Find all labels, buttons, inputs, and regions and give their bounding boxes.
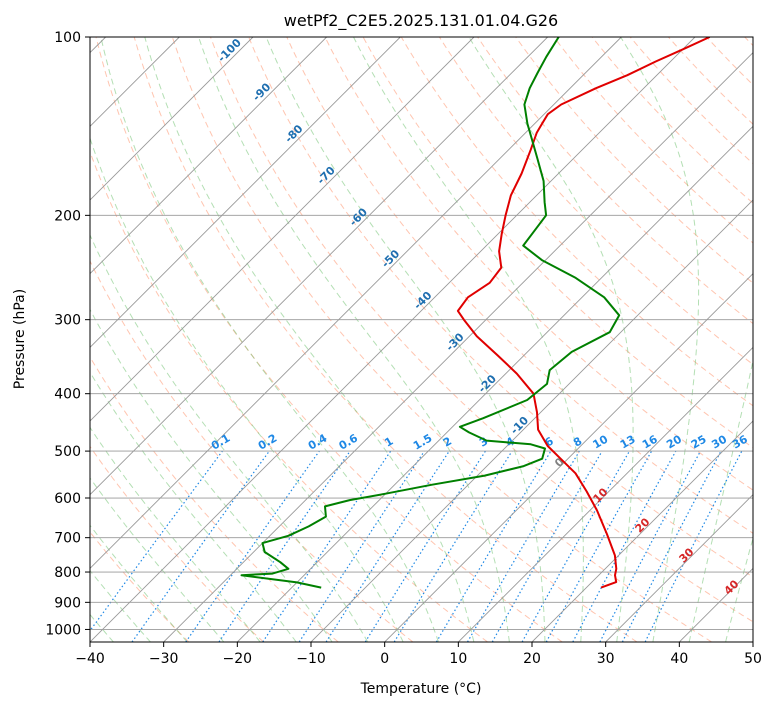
y-tick-label: 600 <box>54 491 81 507</box>
isotherm <box>90 37 327 275</box>
x-tick-label: −40 <box>75 651 105 667</box>
dry-adiabat <box>248 37 753 578</box>
moist-adiabat <box>90 136 404 642</box>
y-tick-label: 200 <box>54 208 81 224</box>
x-tick-label: 30 <box>597 651 615 667</box>
isotherm <box>90 37 475 422</box>
mixing-ratio-line <box>90 450 223 632</box>
data-layer <box>240 37 711 589</box>
moist-adiabat <box>90 569 151 642</box>
y-tick-label: 1000 <box>45 622 81 638</box>
dry-adiabat <box>171 37 712 642</box>
mixing-ratio-line <box>644 450 743 642</box>
dry-adiabat <box>210 37 753 623</box>
isotherm <box>531 420 753 642</box>
moist-adiabat <box>265 37 546 642</box>
moist-adiabat <box>762 37 775 642</box>
moist-adiabat <box>620 37 700 642</box>
y-tick-label: 500 <box>54 444 81 460</box>
moist-adiabat <box>198 37 510 642</box>
moist-adiabat <box>353 37 584 642</box>
y-tick-label: 100 <box>54 30 81 46</box>
isotherm <box>163 52 753 642</box>
mixing-ratio-line <box>545 450 653 642</box>
grid-layer <box>90 37 775 642</box>
moist-adiabat <box>90 477 225 642</box>
x-tick-label: 10 <box>449 651 467 667</box>
mixing-ratio-line <box>521 450 631 642</box>
mixing-ratio-line <box>325 450 450 642</box>
isotherm <box>752 641 753 642</box>
x-tick-label: 50 <box>744 651 762 667</box>
isotherm <box>384 273 753 642</box>
moist-adiabat <box>90 426 261 642</box>
x-tick-label: 0 <box>380 651 389 667</box>
mixing-ratio-line <box>572 450 677 642</box>
x-tick-label: 40 <box>670 651 688 667</box>
y-tick-label: 800 <box>54 565 81 581</box>
isotherm <box>90 37 254 201</box>
dry-adiabat <box>95 37 563 642</box>
temperature-profile <box>456 37 711 589</box>
x-tick-label: 20 <box>523 651 541 667</box>
dry-adiabat <box>90 356 339 642</box>
dry-adiabat <box>90 445 264 642</box>
mixing-ratio-line <box>393 450 513 642</box>
moist-adiabat <box>90 233 369 642</box>
moist-adiabat <box>100 37 439 642</box>
isotherm <box>90 37 401 348</box>
x-tick-label: −30 <box>149 651 179 667</box>
dry-adiabat <box>133 37 638 642</box>
isotherm <box>237 125 753 642</box>
moist-adiabat <box>90 524 188 642</box>
moist-adiabat <box>90 371 297 642</box>
moist-adiabat <box>144 37 475 642</box>
isotherm <box>458 346 753 642</box>
x-axis-title: Temperature (°C) <box>360 681 482 697</box>
isotherm <box>90 37 622 569</box>
dry-adiabat <box>515 37 753 284</box>
y-tick-label: 400 <box>54 387 81 403</box>
axis-layer: −40 −30 −20 −10 0 10 20 30 40 50 100 200 300 400 500 60… <box>45 30 762 667</box>
plot-frame <box>89 36 754 643</box>
mixing-ratio-line <box>298 450 425 642</box>
mixing-ratio-line <box>185 450 320 642</box>
plot-background <box>90 37 753 642</box>
chart-title: wetPf2_C2E5.2025.131.01.04.G26 <box>284 11 558 31</box>
y-tick-label: 700 <box>54 531 81 547</box>
dewpoint-profile <box>240 37 621 589</box>
y-axis-title: Pressure (hPa) <box>12 289 28 389</box>
y-tick-label: 300 <box>54 313 81 329</box>
isotherm <box>90 37 548 496</box>
mixing-ratio-line <box>131 450 270 642</box>
x-tick-label: −20 <box>223 651 253 667</box>
dry-adiabat <box>286 37 753 534</box>
isotherm <box>90 37 696 642</box>
dry-adiabat <box>324 37 753 491</box>
x-tick-label: −10 <box>296 651 326 667</box>
moist-adiabat <box>688 358 753 642</box>
isotherm <box>310 199 753 642</box>
dry-adiabat <box>90 259 414 642</box>
moist-adiabat <box>90 308 333 642</box>
isotherm <box>605 494 753 642</box>
y-tick-label: 900 <box>54 595 81 611</box>
mixing-ratio-line <box>218 450 351 642</box>
mixing-ratio-line <box>262 450 392 642</box>
moist-adiabat <box>725 536 753 642</box>
